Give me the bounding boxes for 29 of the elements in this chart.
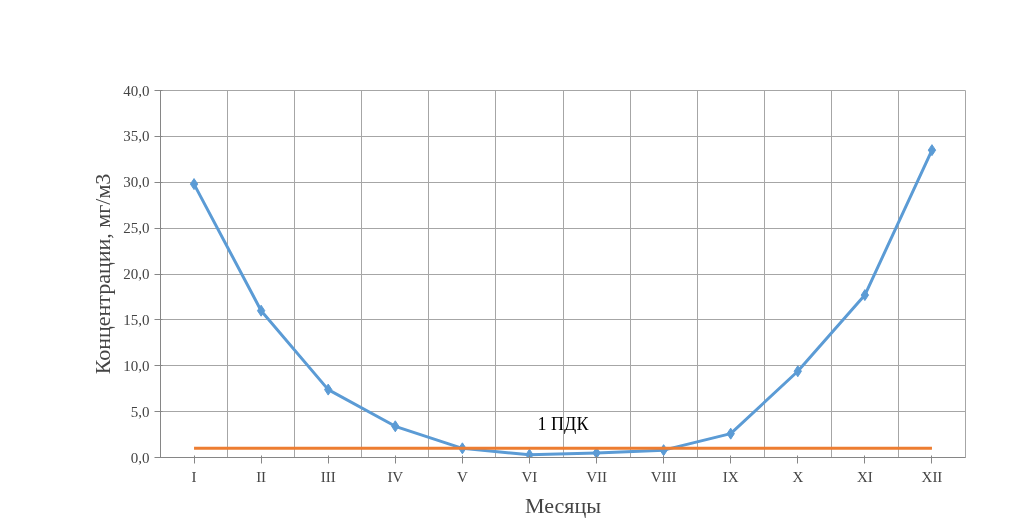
x-tick-label: III (320, 468, 336, 485)
x-tick-label: XI (856, 468, 873, 485)
series-label: 1 ПДК (537, 414, 590, 435)
y-axis-title: Концентрации, мг/м3 (90, 173, 116, 375)
x-tick-label: II (256, 468, 267, 485)
x-tick-label: XII (921, 468, 943, 485)
x-tick-label: VII (586, 468, 607, 485)
x-tick-label: VIII (650, 468, 677, 485)
x-tick-label: IX (722, 468, 739, 485)
x-tick-label: I (191, 468, 197, 485)
point (927, 144, 937, 157)
y-tick-label: 0,0 (130, 449, 150, 466)
x-tick-label: V (456, 468, 468, 485)
y-tick-label: 10,0 (123, 357, 150, 374)
x-tick-label: X (792, 468, 804, 485)
point (525, 448, 534, 458)
y-tick-label: 5,0 (130, 403, 150, 420)
y-tick-label: 40,0 (123, 82, 150, 99)
y-tick-label: 25,0 (123, 220, 150, 237)
x-tick-label: IV (387, 468, 404, 485)
point (189, 178, 199, 191)
y-tick-label: 30,0 (123, 174, 150, 191)
point (256, 304, 266, 317)
y-tick-label: 20,0 (123, 266, 150, 282)
x-tick-label: VI (521, 468, 538, 485)
y-tick-label: 15,0 (123, 311, 150, 328)
x-axis-title: Месяцы (524, 492, 602, 518)
point (860, 289, 870, 302)
y-tick-label: 35,0 (123, 128, 150, 145)
